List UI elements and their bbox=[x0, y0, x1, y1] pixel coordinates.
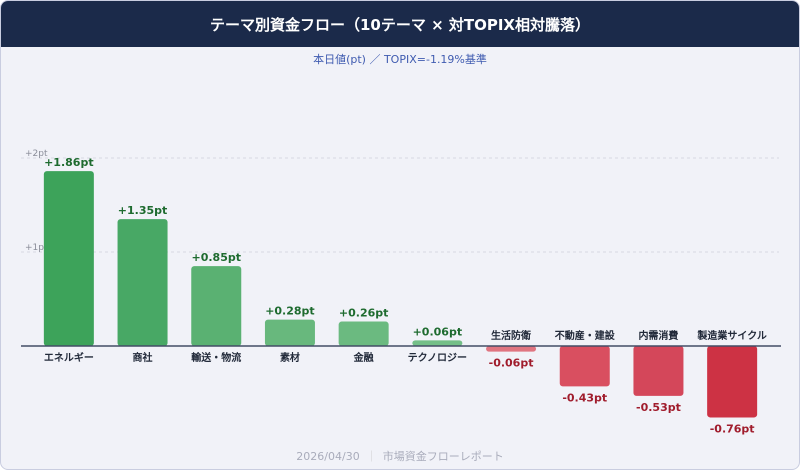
data-label: -0.53pt bbox=[636, 401, 681, 414]
bar bbox=[412, 340, 463, 346]
category-label: 素材 bbox=[280, 351, 300, 364]
footer-report-name: 市場資金フローレポート bbox=[382, 450, 504, 463]
footer: 2026/04/30 ｜ 市場資金フローレポート bbox=[1, 448, 799, 464]
data-label: +1.86pt bbox=[44, 156, 94, 169]
y-tick-label: +2pt bbox=[25, 149, 48, 159]
data-label: +0.85pt bbox=[192, 251, 242, 264]
category-label: 製造業サイクル bbox=[696, 329, 767, 342]
bar bbox=[117, 219, 168, 346]
bar bbox=[707, 346, 758, 418]
chart-subtitle: 本日値(pt) ／ TOPIX=-1.19%基準 bbox=[313, 53, 487, 66]
data-label: +1.35pt bbox=[118, 204, 168, 217]
category-label: テクノロジー bbox=[408, 352, 467, 364]
bar bbox=[633, 346, 684, 396]
data-label: -0.06pt bbox=[489, 357, 534, 370]
category-label: 輸送・物流 bbox=[191, 351, 241, 364]
category-label: 金融 bbox=[353, 351, 374, 364]
category-label: 不動産・建設 bbox=[555, 329, 616, 342]
data-label: -0.76pt bbox=[710, 422, 755, 435]
bar bbox=[486, 346, 537, 352]
bar bbox=[264, 319, 315, 346]
bar bbox=[559, 346, 610, 387]
category-label: 商社 bbox=[133, 351, 153, 364]
bar bbox=[43, 171, 94, 346]
bar bbox=[338, 321, 389, 346]
chart-title: テーマ別資金フロー（10テーマ × 対TOPIX相対騰落） bbox=[1, 1, 799, 47]
category-label: エネルギー bbox=[44, 351, 94, 364]
bar bbox=[191, 266, 242, 346]
category-label: 内需消費 bbox=[638, 329, 678, 342]
data-label: +0.28pt bbox=[265, 305, 315, 318]
data-label: +0.26pt bbox=[339, 307, 389, 320]
data-label: +0.06pt bbox=[413, 325, 463, 338]
y-tick-label: +1pt bbox=[25, 243, 48, 253]
category-label: 生活防衛 bbox=[491, 329, 531, 342]
footer-separator: ｜ bbox=[365, 450, 377, 463]
footer-date: 2026/04/30 bbox=[296, 450, 360, 463]
data-label: -0.43pt bbox=[562, 391, 607, 404]
